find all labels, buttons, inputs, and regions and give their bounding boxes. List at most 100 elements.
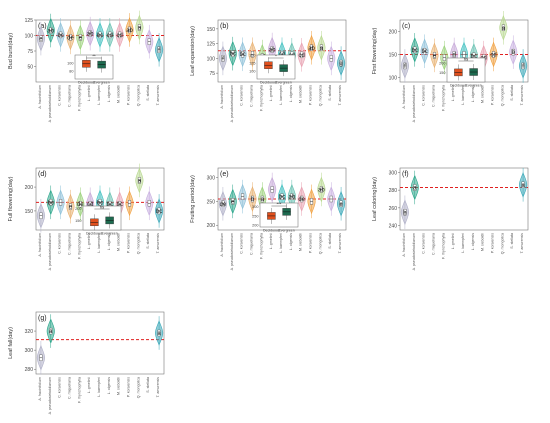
x-tick-label: L. gmelinii	[269, 85, 273, 101]
inset-group-label: Deciduous	[260, 81, 277, 85]
x-tick-label: C. koraiensis	[58, 377, 62, 398]
x-tick-label: C. miqueliana	[67, 377, 71, 399]
x-tick-label: L. kaempferi	[279, 85, 283, 105]
inset-significance: **	[92, 53, 96, 58]
panel-e: (e) Fruiting period(day) 200 250 300 de A. fra…	[190, 167, 347, 270]
significance-letter: e	[433, 53, 437, 59]
significance-letter: ab	[126, 28, 133, 34]
panel-a: (a) Bud burst(day) 50 75 100 125 e A. fraxinifo…	[8, 10, 165, 122]
significance-letter: b	[251, 197, 255, 203]
x-tick-label: A. pseudosieboldianum	[48, 85, 52, 122]
y-tick-label: 260	[389, 206, 398, 212]
x-tick-label: A. fraxinifolium	[220, 85, 224, 109]
x-tick-label: C. miqueliana	[249, 85, 253, 107]
y-tick-label: 240	[389, 224, 398, 230]
x-tick-label: M. sieboldii	[299, 85, 303, 103]
inset-frame	[74, 54, 114, 80]
x-tick-label: L. gmelinii	[87, 85, 91, 101]
significance-letter: a	[502, 26, 506, 32]
significance-letter: a	[138, 25, 142, 31]
x-tick-label: M. sieboldii	[481, 233, 485, 251]
x-tick-label: Q. mongolica	[500, 85, 504, 106]
x-tick-label: L. gmelinii	[451, 233, 455, 249]
x-tick-label: M. sieboldii	[117, 377, 121, 395]
significance-letter: d	[452, 52, 455, 58]
x-tick-label: S. stellata	[510, 85, 514, 101]
significance-letter: bc	[230, 52, 236, 58]
x-tick-label: L. gmelinii	[451, 85, 455, 101]
y-tick-label: 250	[207, 199, 216, 205]
y-tick-label: 200	[25, 185, 34, 191]
panel-g: (g) Leaf fall(day) 280 300 320 A. fraxinifoli…	[8, 311, 165, 414]
significance-letter: bc	[117, 202, 123, 208]
inset-group-label: Deciduous	[450, 84, 467, 88]
inset-significance: ns	[464, 56, 468, 61]
significance-letter: de	[67, 35, 74, 41]
x-tick-label: Q. mongolica	[136, 85, 140, 106]
x-tick-label: C. miqueliana	[67, 85, 71, 107]
significance-letter: e	[39, 37, 43, 43]
x-tick-label: C. koraiensis	[240, 233, 244, 254]
x-tick-label: P. koraiensis	[491, 233, 495, 253]
x-tick-label: L. olgensis	[471, 233, 475, 250]
y-tick-label: 125	[207, 42, 216, 48]
x-tick-label: A. pseudosieboldianum	[48, 233, 52, 270]
x-tick-label: A. fraxinifolium	[38, 233, 42, 257]
significance-letter: de	[77, 202, 84, 208]
significance-letter: bc	[156, 209, 162, 215]
significance-letter: f	[522, 64, 524, 70]
x-tick-label: A. pseudosieboldianum	[48, 377, 52, 414]
significance-letter: de	[220, 202, 227, 208]
y-axis-label: Bud burst(day)	[8, 33, 14, 69]
x-tick-label: T. amurensis	[338, 233, 342, 254]
y-tick-label: 200	[207, 223, 216, 229]
x-tick-label: L. olgensis	[107, 85, 111, 102]
significance-letter: e	[69, 205, 73, 211]
inset-y-tick-label: 100	[249, 70, 255, 74]
significance-letter: f	[222, 56, 224, 62]
significance-letter: cd	[299, 53, 305, 59]
x-tick-label: Q. mongolica	[500, 233, 504, 254]
x-tick-label: L. kaempferi	[279, 233, 283, 253]
x-tick-label: S. stellata	[146, 85, 150, 101]
panel-d: (d) Full flowering(day) 150 200 A. fraxinifo…	[8, 163, 165, 270]
inset-y-tick-label: 80	[69, 70, 73, 74]
significance-letter: a	[413, 185, 417, 191]
y-axis-label: Leaf expansion(day)	[190, 26, 196, 76]
panel-label: (c)	[402, 23, 410, 30]
significance-letter: f	[158, 48, 160, 54]
significance-letter: ab	[308, 46, 315, 52]
significance-letter: bc	[421, 49, 427, 55]
inset-y-tick-label: 300	[252, 205, 258, 209]
significance-letter: g	[339, 61, 342, 67]
x-tick-label: L. olgensis	[289, 233, 293, 250]
x-tick-label: L. kaempferi	[97, 233, 101, 253]
significance-letter: b	[512, 50, 516, 56]
inset-y-tick-label: 150	[439, 71, 445, 75]
y-axis-label: Full flowering(day)	[8, 176, 14, 221]
inset-y-tick-label: 200	[75, 207, 81, 211]
inset-frame	[446, 57, 486, 83]
significance-letter: ab	[289, 195, 296, 201]
y-axis-label: Fruiting period(day)	[190, 175, 196, 223]
x-tick-label: A. fraxinifolium	[402, 85, 406, 109]
inset-y-tick-label: 125	[249, 62, 255, 66]
x-tick-label: L. olgensis	[471, 85, 475, 102]
y-tick-label: 50	[27, 65, 33, 71]
x-tick-label: T. amurensis	[156, 233, 160, 254]
significance-letter: bc	[471, 54, 477, 60]
panel-f: (f) Leaf coloring(day) 240 260 280 300 b A. fra…	[372, 167, 529, 270]
x-tick-label: F. rhynchophylla	[77, 233, 81, 259]
inset-significance: *	[275, 53, 277, 58]
significance-letter: f	[404, 64, 406, 70]
x-tick-label: T. amurensis	[338, 85, 342, 106]
significance-letter: ab	[87, 32, 94, 38]
panel-label: (a)	[38, 23, 47, 30]
inset-y-tick-label: 150	[249, 54, 255, 58]
x-tick-label: C. koraiensis	[422, 85, 426, 106]
